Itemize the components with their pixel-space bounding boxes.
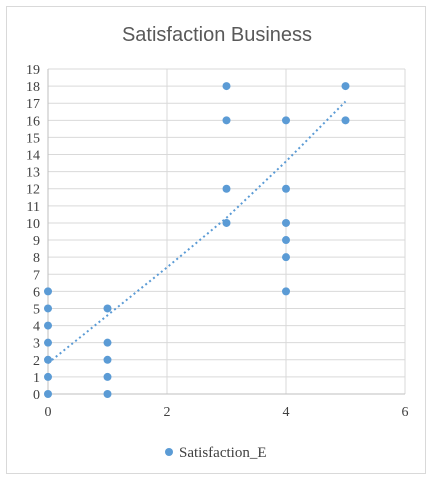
data-point bbox=[282, 116, 290, 125]
y-tick-label: 15 bbox=[26, 131, 40, 146]
data-point bbox=[282, 184, 290, 193]
data-point bbox=[282, 253, 290, 262]
data-points bbox=[44, 82, 350, 398]
y-tick-label: 18 bbox=[26, 80, 40, 95]
y-tick-label: 2 bbox=[33, 354, 40, 369]
data-point bbox=[341, 82, 350, 91]
trendline-group bbox=[47, 100, 347, 364]
data-point bbox=[44, 355, 52, 364]
data-point bbox=[44, 304, 52, 313]
data-point bbox=[222, 218, 231, 227]
y-tick-label: 5 bbox=[33, 302, 40, 317]
y-tick-label: 16 bbox=[26, 114, 40, 129]
y-tick-label: 11 bbox=[27, 200, 40, 215]
data-point bbox=[44, 390, 52, 398]
data-point bbox=[103, 355, 112, 364]
data-point bbox=[103, 372, 112, 381]
data-point bbox=[282, 287, 290, 296]
y-tick-label: 10 bbox=[26, 217, 40, 232]
y-tick-label: 12 bbox=[26, 183, 40, 198]
y-tick-label: 7 bbox=[33, 268, 40, 283]
x-tick-label: 6 bbox=[402, 405, 409, 420]
data-point bbox=[44, 338, 52, 347]
data-point bbox=[44, 372, 52, 381]
data-point bbox=[222, 116, 231, 125]
x-tick-label: 4 bbox=[283, 405, 290, 420]
y-tick-label: 0 bbox=[33, 388, 40, 403]
legend: Satisfaction_E bbox=[165, 445, 266, 461]
y-tick-label: 17 bbox=[26, 97, 40, 112]
chart-title: Satisfaction Business bbox=[122, 24, 312, 46]
y-tick-label: 8 bbox=[33, 251, 40, 266]
y-tick-label: 14 bbox=[26, 149, 40, 164]
legend-marker bbox=[165, 448, 173, 456]
data-point bbox=[103, 338, 112, 347]
data-point bbox=[103, 304, 112, 313]
data-point bbox=[341, 116, 350, 125]
y-tick-label: 4 bbox=[33, 320, 40, 335]
legend-label: Satisfaction_E bbox=[179, 445, 266, 461]
y-tick-label: 1 bbox=[33, 371, 40, 386]
chart-svg: Satisfaction Business 012345678910111213… bbox=[26, 24, 409, 461]
data-point bbox=[282, 218, 290, 227]
data-point bbox=[103, 390, 112, 398]
chart-area: Satisfaction Business 0 1 2 3 4 5 6 7 8 9 10 11 12 13… bbox=[6, 6, 426, 474]
data-point bbox=[282, 236, 290, 245]
x-tick-label: 0 bbox=[45, 405, 52, 420]
trendline bbox=[47, 100, 347, 364]
y-tick-label: 3 bbox=[33, 337, 40, 352]
x-tick-label: 2 bbox=[164, 405, 171, 420]
y-tick-label: 9 bbox=[33, 234, 40, 249]
data-point bbox=[222, 184, 231, 193]
data-point bbox=[44, 287, 52, 296]
y-tick-label: 19 bbox=[26, 63, 40, 78]
x-tick-labels: 0 2 4 6 bbox=[45, 405, 409, 420]
data-point bbox=[44, 321, 52, 330]
y-tick-label: 13 bbox=[26, 166, 40, 181]
data-point bbox=[222, 82, 231, 91]
y-tick-label: 6 bbox=[33, 285, 40, 300]
